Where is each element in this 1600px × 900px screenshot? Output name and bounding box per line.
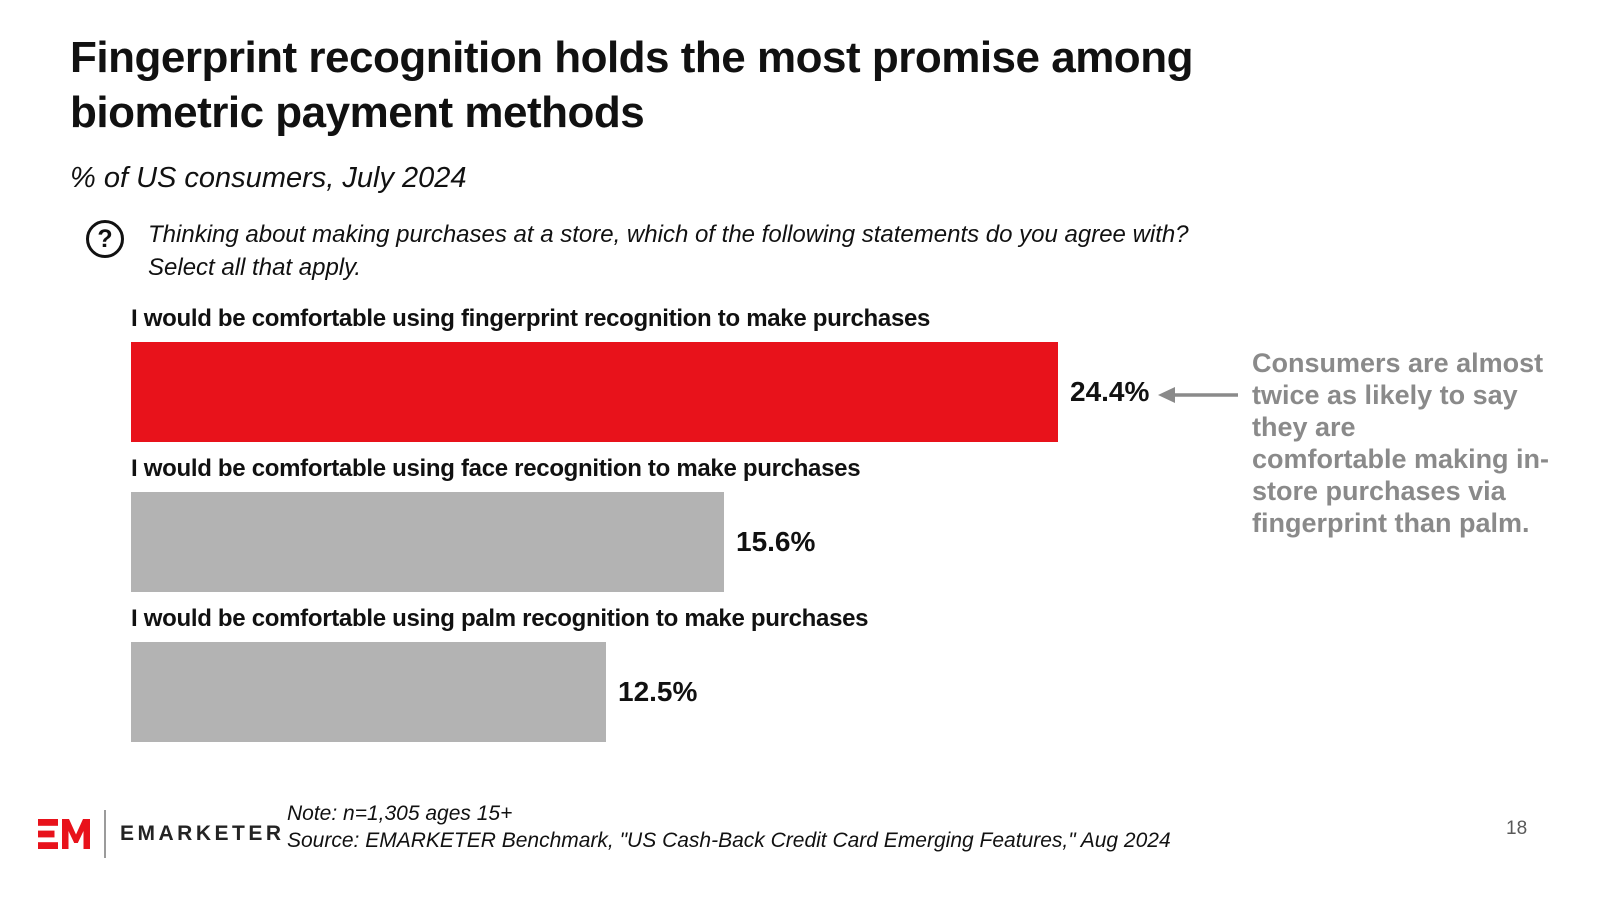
emarketer-logo-icon: [38, 819, 90, 849]
bar-row: I would be comfortable using fingerprint…: [131, 305, 1149, 442]
question-mark-icon: ?: [86, 220, 124, 258]
annotation-line: twice as likely to say: [1252, 380, 1518, 410]
bar-row: I would be comfortable using palm recogn…: [131, 605, 1149, 742]
bar-value-label: 24.4%: [1070, 376, 1150, 407]
bar: [131, 642, 606, 742]
survey-question: ? Thinking about making purchases at a s…: [86, 218, 1189, 284]
bar-track: 12.5%: [131, 642, 1149, 742]
annotation-line: they are: [1252, 412, 1356, 442]
bar: [131, 342, 1058, 442]
bar-chart: I would be comfortable using fingerprint…: [131, 305, 1149, 755]
survey-question-line-2: Select all that apply.: [148, 254, 362, 281]
page-title: Fingerprint recognition holds the most p…: [70, 33, 1193, 137]
emarketer-logo: EMARKETER: [38, 808, 285, 860]
page-number: 18: [1506, 818, 1528, 839]
annotation-line: store purchases via: [1252, 476, 1506, 506]
bar-value-label: 12.5%: [618, 676, 698, 707]
footer-notes: Note: n=1,305 ages 15+ Source: EMARKETER…: [287, 800, 1171, 854]
bar-row: I would be comfortable using face recogn…: [131, 455, 1149, 592]
bar: [131, 492, 724, 592]
annotation-line: fingerprint than palm.: [1252, 508, 1530, 538]
bar-category-label: I would be comfortable using face recogn…: [131, 455, 861, 482]
annotation-line: Consumers are almost: [1252, 348, 1544, 378]
logo-divider: [104, 810, 106, 858]
question-mark-glyph: ?: [97, 224, 113, 253]
emarketer-wordmark: EMARKETER: [120, 822, 285, 845]
bar-category-label: I would be comfortable using fingerprint…: [131, 305, 931, 332]
survey-question-text: Thinking about making purchases at a sto…: [148, 218, 1189, 284]
bar-value-label: 15.6%: [736, 526, 816, 557]
page-subtitle: % of US consumers, July 2024: [70, 162, 467, 194]
survey-question-line-1: Thinking about making purchases at a sto…: [148, 221, 1189, 248]
bar-category-label: I would be comfortable using palm recogn…: [131, 605, 869, 632]
arrow-left-icon: [1158, 387, 1238, 403]
bar-track: 15.6%: [131, 492, 1149, 592]
annotation-line: comfortable making in-: [1252, 444, 1550, 474]
bar-track: 24.4%: [131, 342, 1149, 442]
note-text: Note: n=1,305 ages 15+: [287, 802, 513, 825]
callout-annotation: Consumers are almost twice as likely to …: [1252, 347, 1572, 539]
source-text: Source: EMARKETER Benchmark, "US Cash-Ba…: [287, 829, 1171, 852]
